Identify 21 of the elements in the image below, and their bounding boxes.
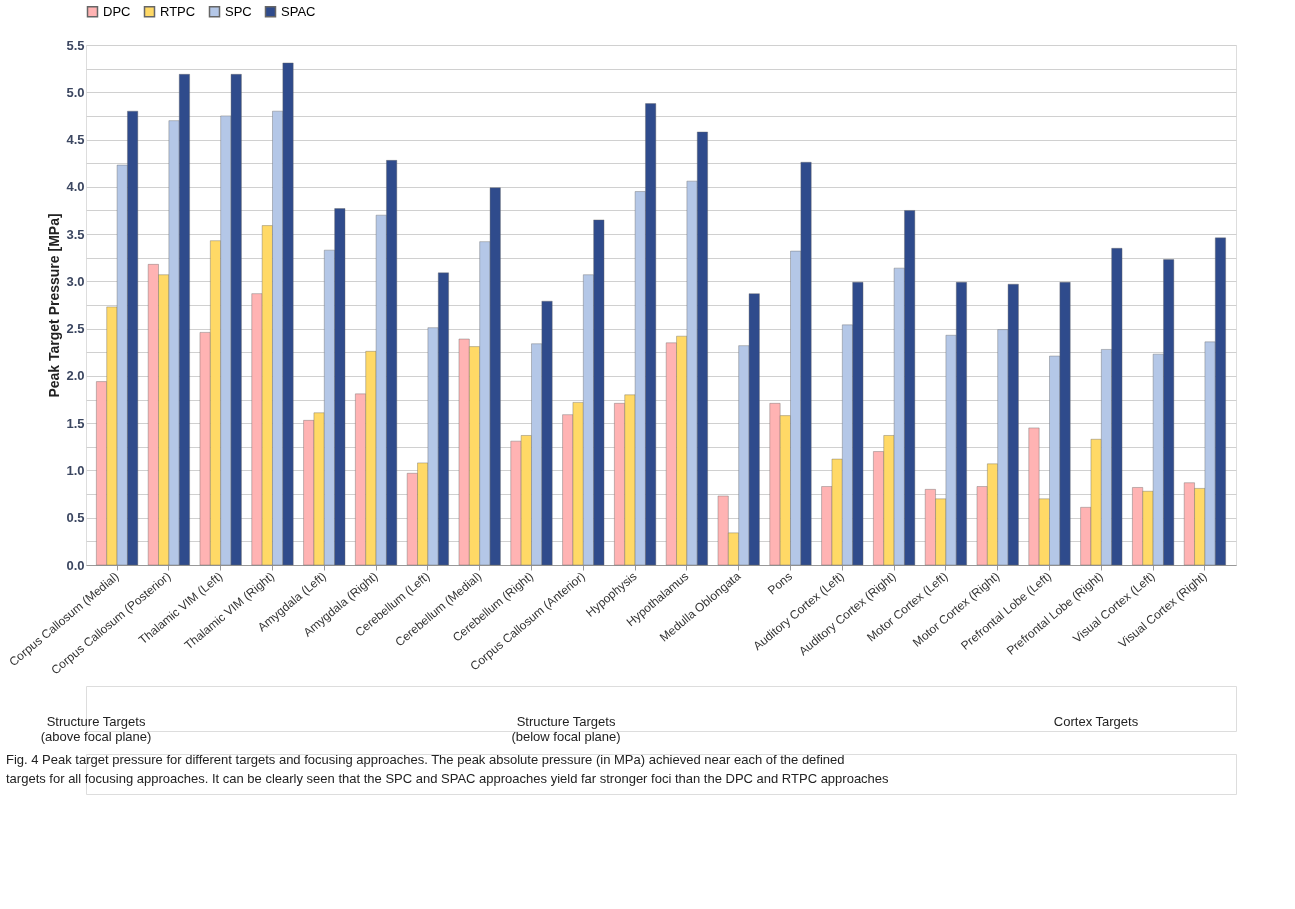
legend-label: SPAC [281, 3, 316, 19]
legend-label: DPC [103, 3, 131, 19]
y-tick-label: 2.5 [66, 321, 85, 337]
y-tick-label: 5.5 [66, 37, 85, 53]
y-tick-label: 1.5 [66, 415, 85, 431]
y-tick-label: 1.0 [66, 462, 85, 478]
text: Cortex Targets [1053, 714, 1139, 729]
y-tick-label: 2.0 [66, 368, 85, 384]
y-tick-label: 4.0 [66, 179, 85, 195]
caption: Fig. 4 Peak target pressure for different targets and focusing approaches. The peak absolute pressure (in MPa) achieved near each of the defined targets for all focusing approaches. It can be clearly seen that the SPC and SPAC approaches yield far stronger foci than the DPC and RTPC approaches [6, 752, 890, 786]
y-tick-label: 5.0 [66, 84, 85, 100]
y-tick-label: 0.5 [66, 510, 85, 526]
text: Structure Targets (above focal plane) [40, 714, 152, 744]
legend-label: RTPC [160, 3, 196, 19]
y-tick-label: 3.5 [66, 226, 85, 242]
text: Structure Targets (below focal plane) [511, 714, 621, 744]
y-tick-label: 0.0 [66, 557, 85, 573]
y-axis-title: Peak Target Pressure [MPa] [46, 213, 63, 398]
legend-label: SPC [225, 3, 252, 19]
y-tick-label: 3.0 [66, 273, 85, 289]
y-tick-label: 4.5 [66, 132, 85, 148]
